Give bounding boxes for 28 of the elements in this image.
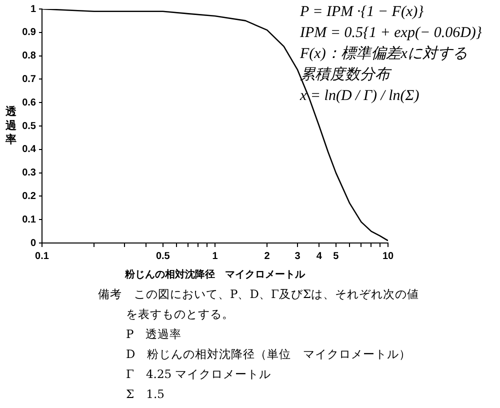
y-tick-label: 0 xyxy=(30,238,36,249)
x-tick-label: 1 xyxy=(212,250,218,262)
y-tick-label: 0.4 xyxy=(22,144,36,156)
y-tick-label: 0.7 xyxy=(22,74,36,85)
y-tick-label: 0.6 xyxy=(22,97,36,108)
x-tick-label: 2 xyxy=(264,250,270,262)
y-tick-label: 0.3 xyxy=(22,168,36,179)
annotation: P = IPM ·{1 − F(x)} xyxy=(300,3,425,22)
text: P 透過率 xyxy=(125,326,183,343)
y-tick-label: 1 xyxy=(30,4,36,15)
x-tick-label: 3 xyxy=(294,250,301,262)
y-tick-label: 0.5 xyxy=(22,120,36,132)
annotation: IPM = 0.5{1 + exp(− 0.06D)} xyxy=(300,24,483,43)
y-axis-title: 透過率 xyxy=(4,104,18,146)
x-axis-title: 粉じんの相対沈降径 マイクロメートル xyxy=(124,268,306,281)
x-tick-label: 10 xyxy=(382,250,394,262)
x-tick-label: 5 xyxy=(333,250,340,262)
x-tick-label: 4 xyxy=(316,250,322,262)
y-tick-label: 0.8 xyxy=(22,50,36,62)
text: D 粉じんの相対沈降径（単位 マイクロメートル） xyxy=(125,346,412,363)
text: 備考 この図において、P、D、Γ及びΣは、それぞれ次の値を表すものとする。 xyxy=(98,286,420,323)
y-tick-label: 0.2 xyxy=(22,190,36,202)
y-tick-label: 0.1 xyxy=(22,214,36,226)
text: Σ 1.5 xyxy=(125,386,166,403)
x-tick-label: 0.5 xyxy=(156,250,170,262)
y-tick-label: 0.9 xyxy=(22,27,36,38)
annotation: x = ln(D / Γ) / ln(Σ) xyxy=(300,87,420,106)
text: Γ 4.25 マイクロメートル xyxy=(125,366,272,383)
